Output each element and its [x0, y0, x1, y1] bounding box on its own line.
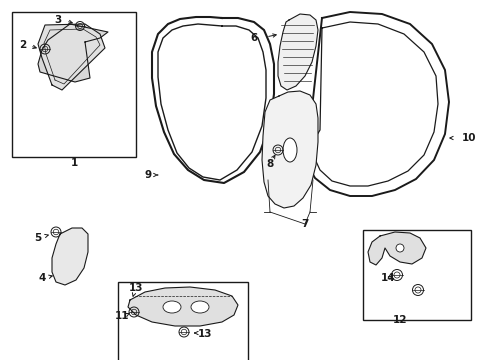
Text: 5: 5	[34, 233, 41, 243]
Text: 8: 8	[266, 159, 273, 169]
Polygon shape	[52, 228, 88, 285]
Text: 7: 7	[301, 219, 308, 229]
Bar	[362, 230, 470, 320]
Text: 12: 12	[392, 315, 407, 325]
Polygon shape	[278, 14, 317, 90]
Text: 9: 9	[144, 170, 152, 180]
Ellipse shape	[191, 301, 208, 313]
Polygon shape	[128, 287, 238, 326]
Text: 4: 4	[38, 273, 45, 283]
Ellipse shape	[283, 138, 296, 162]
Polygon shape	[262, 91, 317, 208]
Text: 11: 11	[115, 311, 129, 321]
Text: 3: 3	[54, 15, 61, 25]
Text: 10: 10	[461, 133, 475, 143]
Text: 13: 13	[128, 283, 143, 293]
Bar	[12, 12, 136, 157]
Text: 13: 13	[197, 329, 212, 339]
Circle shape	[395, 244, 403, 252]
Text: 14: 14	[380, 273, 394, 283]
Polygon shape	[38, 24, 108, 82]
Bar	[118, 282, 247, 360]
Ellipse shape	[163, 301, 181, 313]
Text: 2: 2	[20, 40, 26, 50]
Polygon shape	[367, 232, 425, 265]
Text: 1: 1	[70, 158, 78, 168]
Text: 6: 6	[250, 33, 258, 43]
Polygon shape	[38, 24, 105, 90]
